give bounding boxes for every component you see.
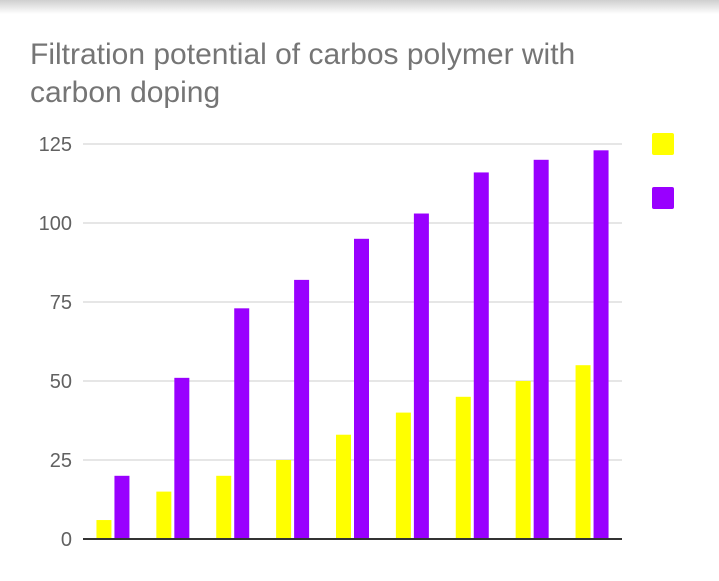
y-tick-label: 125: [39, 134, 72, 156]
bar-series-2: [174, 377, 190, 539]
bar-series-1: [276, 460, 292, 539]
y-tick-label: 75: [50, 292, 72, 314]
legend-swatch-series-1: [652, 133, 674, 155]
y-tick-label: 100: [39, 213, 72, 235]
gridlines: [83, 143, 622, 461]
bar-series-1: [395, 412, 411, 539]
bar-series-1: [455, 396, 471, 539]
bar-series-1: [515, 381, 531, 539]
bar-series-2: [593, 150, 609, 539]
bar-series-2: [114, 475, 130, 539]
y-tick-label: 50: [50, 371, 72, 393]
bar-series-1: [336, 434, 351, 539]
y-tick-label: 25: [50, 450, 72, 472]
bar-series-1: [575, 365, 591, 539]
bar-series-2: [413, 213, 429, 539]
bar-series-1: [216, 475, 232, 539]
bar-series-1: [156, 491, 172, 539]
bars: [96, 150, 609, 540]
bar-series-2: [473, 172, 489, 539]
axes: 0 25 50 75 100 125: [39, 134, 622, 551]
bar-series-2: [533, 159, 549, 540]
bar-series-2: [354, 238, 369, 540]
bar-series-2: [294, 279, 310, 539]
top-shadow: [0, 0, 719, 14]
legend-swatch-series-2: [652, 187, 674, 209]
legend: [652, 133, 674, 209]
bar-series-2: [234, 308, 250, 539]
bar-series-1: [96, 520, 112, 539]
chart-title: Filtration potential of carbos polymer w…: [30, 38, 576, 109]
y-tick-label: 0: [61, 529, 72, 551]
